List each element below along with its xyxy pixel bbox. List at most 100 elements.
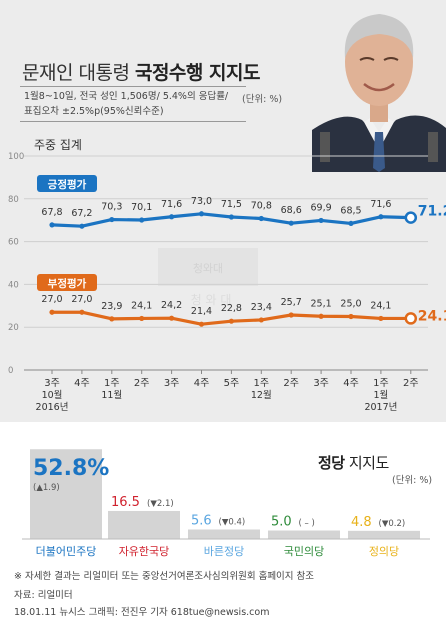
data-label: 67,2 [71, 208, 92, 219]
data-label: 73,0 [191, 196, 212, 207]
y-tick-label: 0 [8, 366, 13, 376]
data-point [404, 211, 418, 224]
data-point [378, 315, 384, 322]
party-change-label: (▼0.4) [219, 517, 246, 527]
data-point [49, 309, 55, 315]
party-chart-title: 정당 지지도 [318, 454, 389, 472]
data-label: 27,0 [71, 294, 92, 305]
party-bar-chart: 52.8% (▲1.9) 더불어민주당 16.5 (▼2.1) 자유한국당 5.6 (▼0.4… [22, 449, 430, 558]
footnote: ※ 자세한 결과는 리얼미터 또는 중앙선거여론조사심의위원회 홈페이지 참조 [14, 571, 315, 582]
data-label: 25,0 [340, 299, 361, 310]
y-tick-label: 100 [8, 152, 24, 162]
data-point [139, 217, 145, 223]
party-name-label: 국민의당 [284, 545, 324, 558]
y-tick-label: 40 [8, 280, 19, 290]
party-name-label: 바른정당 [204, 545, 244, 558]
x-tick-label: 4주 [343, 378, 359, 389]
data-label: 70,8 [251, 200, 272, 211]
data-point [109, 216, 115, 223]
party-change-label: (▼0.2) [379, 519, 406, 529]
y-tick-label: 60 [8, 238, 19, 248]
data-label: 27,0 [41, 294, 62, 305]
data-label: 22,8 [221, 303, 242, 314]
party-bar [108, 510, 180, 539]
x-tick-label: 3주 [164, 378, 180, 389]
data-label: 69,9 [311, 202, 332, 213]
data-label: 70,1 [131, 202, 152, 213]
x-tick-label: 1주 [104, 378, 120, 389]
data-label: 67,8 [41, 207, 62, 218]
series-name-label: 부정평가 [48, 277, 87, 290]
series-name-label: 긍정평가 [48, 178, 87, 191]
data-point [228, 214, 234, 220]
data-label: 21,4 [191, 306, 212, 317]
party-value-label: 5.0 [271, 515, 292, 530]
data-label: 71,6 [370, 199, 391, 210]
data-label: 25,1 [311, 298, 332, 309]
x-group-label: 11월 [101, 389, 122, 401]
x-tick-label: 4주 [74, 378, 90, 389]
data-point [258, 317, 264, 323]
survey-description: 1월8~10일, 전국 성인 1,506명/ 5.4%의 응답률/ 표집오차 ±… [20, 86, 246, 122]
data-point [318, 217, 324, 224]
data-point [348, 220, 354, 227]
party-bar [30, 449, 102, 539]
data-point [198, 211, 205, 217]
data-label: 68,6 [281, 205, 302, 216]
data-point [404, 312, 418, 325]
data-point [79, 223, 85, 229]
party-bar [268, 530, 340, 539]
x-group-label: 2017년 [364, 402, 397, 413]
x-group-label: 10월 [42, 389, 63, 401]
series-badge [37, 274, 97, 291]
party-change-label: (▲1.9) [33, 483, 60, 493]
party-bar [188, 529, 260, 539]
chart-caption: 주중 집계 [34, 138, 82, 152]
data-point [198, 321, 205, 327]
party-bar [348, 530, 420, 539]
data-label: 24,1 [131, 300, 152, 311]
party-name-label: 자유한국당 [119, 545, 170, 558]
data-point [49, 222, 55, 228]
data-point [169, 315, 175, 321]
x-tick-label: 2주 [403, 378, 419, 389]
data-label: 24,2 [161, 300, 182, 311]
watermark-emblem [158, 248, 258, 286]
x-tick-label: 5주 [224, 378, 240, 389]
series-badge [37, 175, 97, 192]
watermark-emblem-text: 청와대 [193, 262, 223, 275]
party-name-label: 더불어민주당 [36, 545, 97, 558]
data-point [348, 313, 354, 320]
y-tick-label: 20 [8, 323, 19, 333]
president-photo [312, 0, 446, 172]
data-label: 71,6 [161, 199, 182, 210]
survey-desc-line1: 1월8~10일, 전국 성인 1,506명/ 5.4%의 응답률/ [24, 91, 229, 102]
party-unit-label: (단위: %) [392, 475, 433, 486]
data-label: 70,3 [101, 202, 122, 213]
party-value-label: 16.5 [111, 495, 140, 510]
party-value-label: 52.8% [33, 456, 109, 481]
x-tick-label: 2주 [134, 378, 150, 389]
x-tick-label: 1주 [254, 378, 270, 389]
y-tick-label: 80 [8, 195, 19, 205]
data-label: 23,4 [251, 302, 272, 313]
data-point [288, 312, 294, 318]
party-value-label: 5.6 [191, 513, 212, 528]
data-point [79, 309, 85, 315]
x-group-label: 2016년 [36, 402, 69, 413]
data-point [378, 214, 384, 220]
unit-label: (단위: %) [242, 94, 283, 105]
x-group-label: 1월 [374, 389, 389, 401]
data-point [258, 215, 264, 222]
data-point [228, 318, 234, 324]
data-label: 23,9 [101, 301, 122, 312]
data-label: 68,5 [340, 205, 361, 216]
data-label: 71,5 [221, 199, 242, 210]
data-point [169, 214, 175, 220]
page-title: 문재인 대통령 국정수행 지지도 [22, 62, 260, 84]
party-change-label: ( – ) [299, 519, 315, 529]
x-tick-label: 3주 [313, 378, 329, 389]
x-tick-label: 4주 [194, 378, 210, 389]
